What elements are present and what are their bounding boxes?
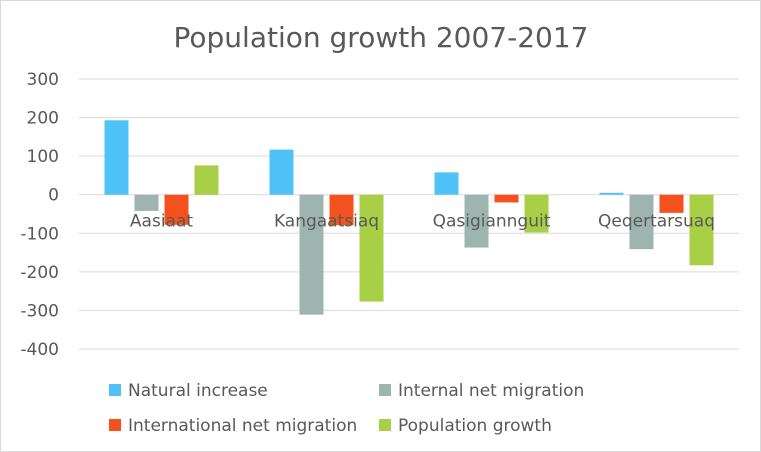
bar [689,194,714,266]
y-tick-label: -400 [20,340,59,360]
legend: Natural increase Internal net migration In… [109,381,584,436]
bar [434,172,459,195]
bar [629,194,654,250]
legend-swatch [109,419,121,431]
legend-label: Natural increase [128,381,268,401]
y-tick-label: -300 [20,301,59,321]
bar [164,194,189,225]
y-axis-ticks: -400 -300 -200 -100 0 100 200 300 [20,70,59,360]
legend-item: Population growth [379,416,552,436]
bar [599,192,624,195]
y-tick-label: -200 [20,263,59,283]
legend-item: International net migration [109,416,357,436]
bars [104,120,714,315]
category-labels: Aasiaat Kangaatsiaq Qasigiannguit Qeqertars… [130,212,715,232]
category-label: Kangaatsiaq [274,212,379,232]
bar [194,165,219,195]
bar [524,194,549,233]
bar [269,149,294,195]
legend-label: Population growth [398,416,552,436]
legend-item: Internal net migration [379,381,584,401]
legend-swatch [109,384,121,396]
bar [329,194,354,226]
legend-item: Natural increase [109,381,268,401]
bar [494,194,519,203]
legend-swatch [379,419,391,431]
category-label: Aasiaat [130,212,193,232]
chart-title: Population growth 2007-2017 [174,21,589,54]
legend-swatch [379,384,391,396]
legend-label: Internal net migration [398,381,584,401]
gridlines [79,78,739,350]
bar [134,194,159,211]
y-tick-label: 0 [48,186,59,206]
bar [659,194,684,213]
bar [464,194,489,248]
category-label: Qeqertarsuaq [598,212,715,232]
bar [359,194,384,302]
y-tick-label: -100 [20,224,59,244]
bar [104,120,129,195]
y-tick-label: 200 [27,109,59,129]
bar [299,194,324,315]
category-label: Qasigiannguit [433,212,551,232]
y-tick-label: 300 [27,70,59,90]
y-tick-label: 100 [27,147,59,167]
legend-label: International net migration [128,416,357,436]
